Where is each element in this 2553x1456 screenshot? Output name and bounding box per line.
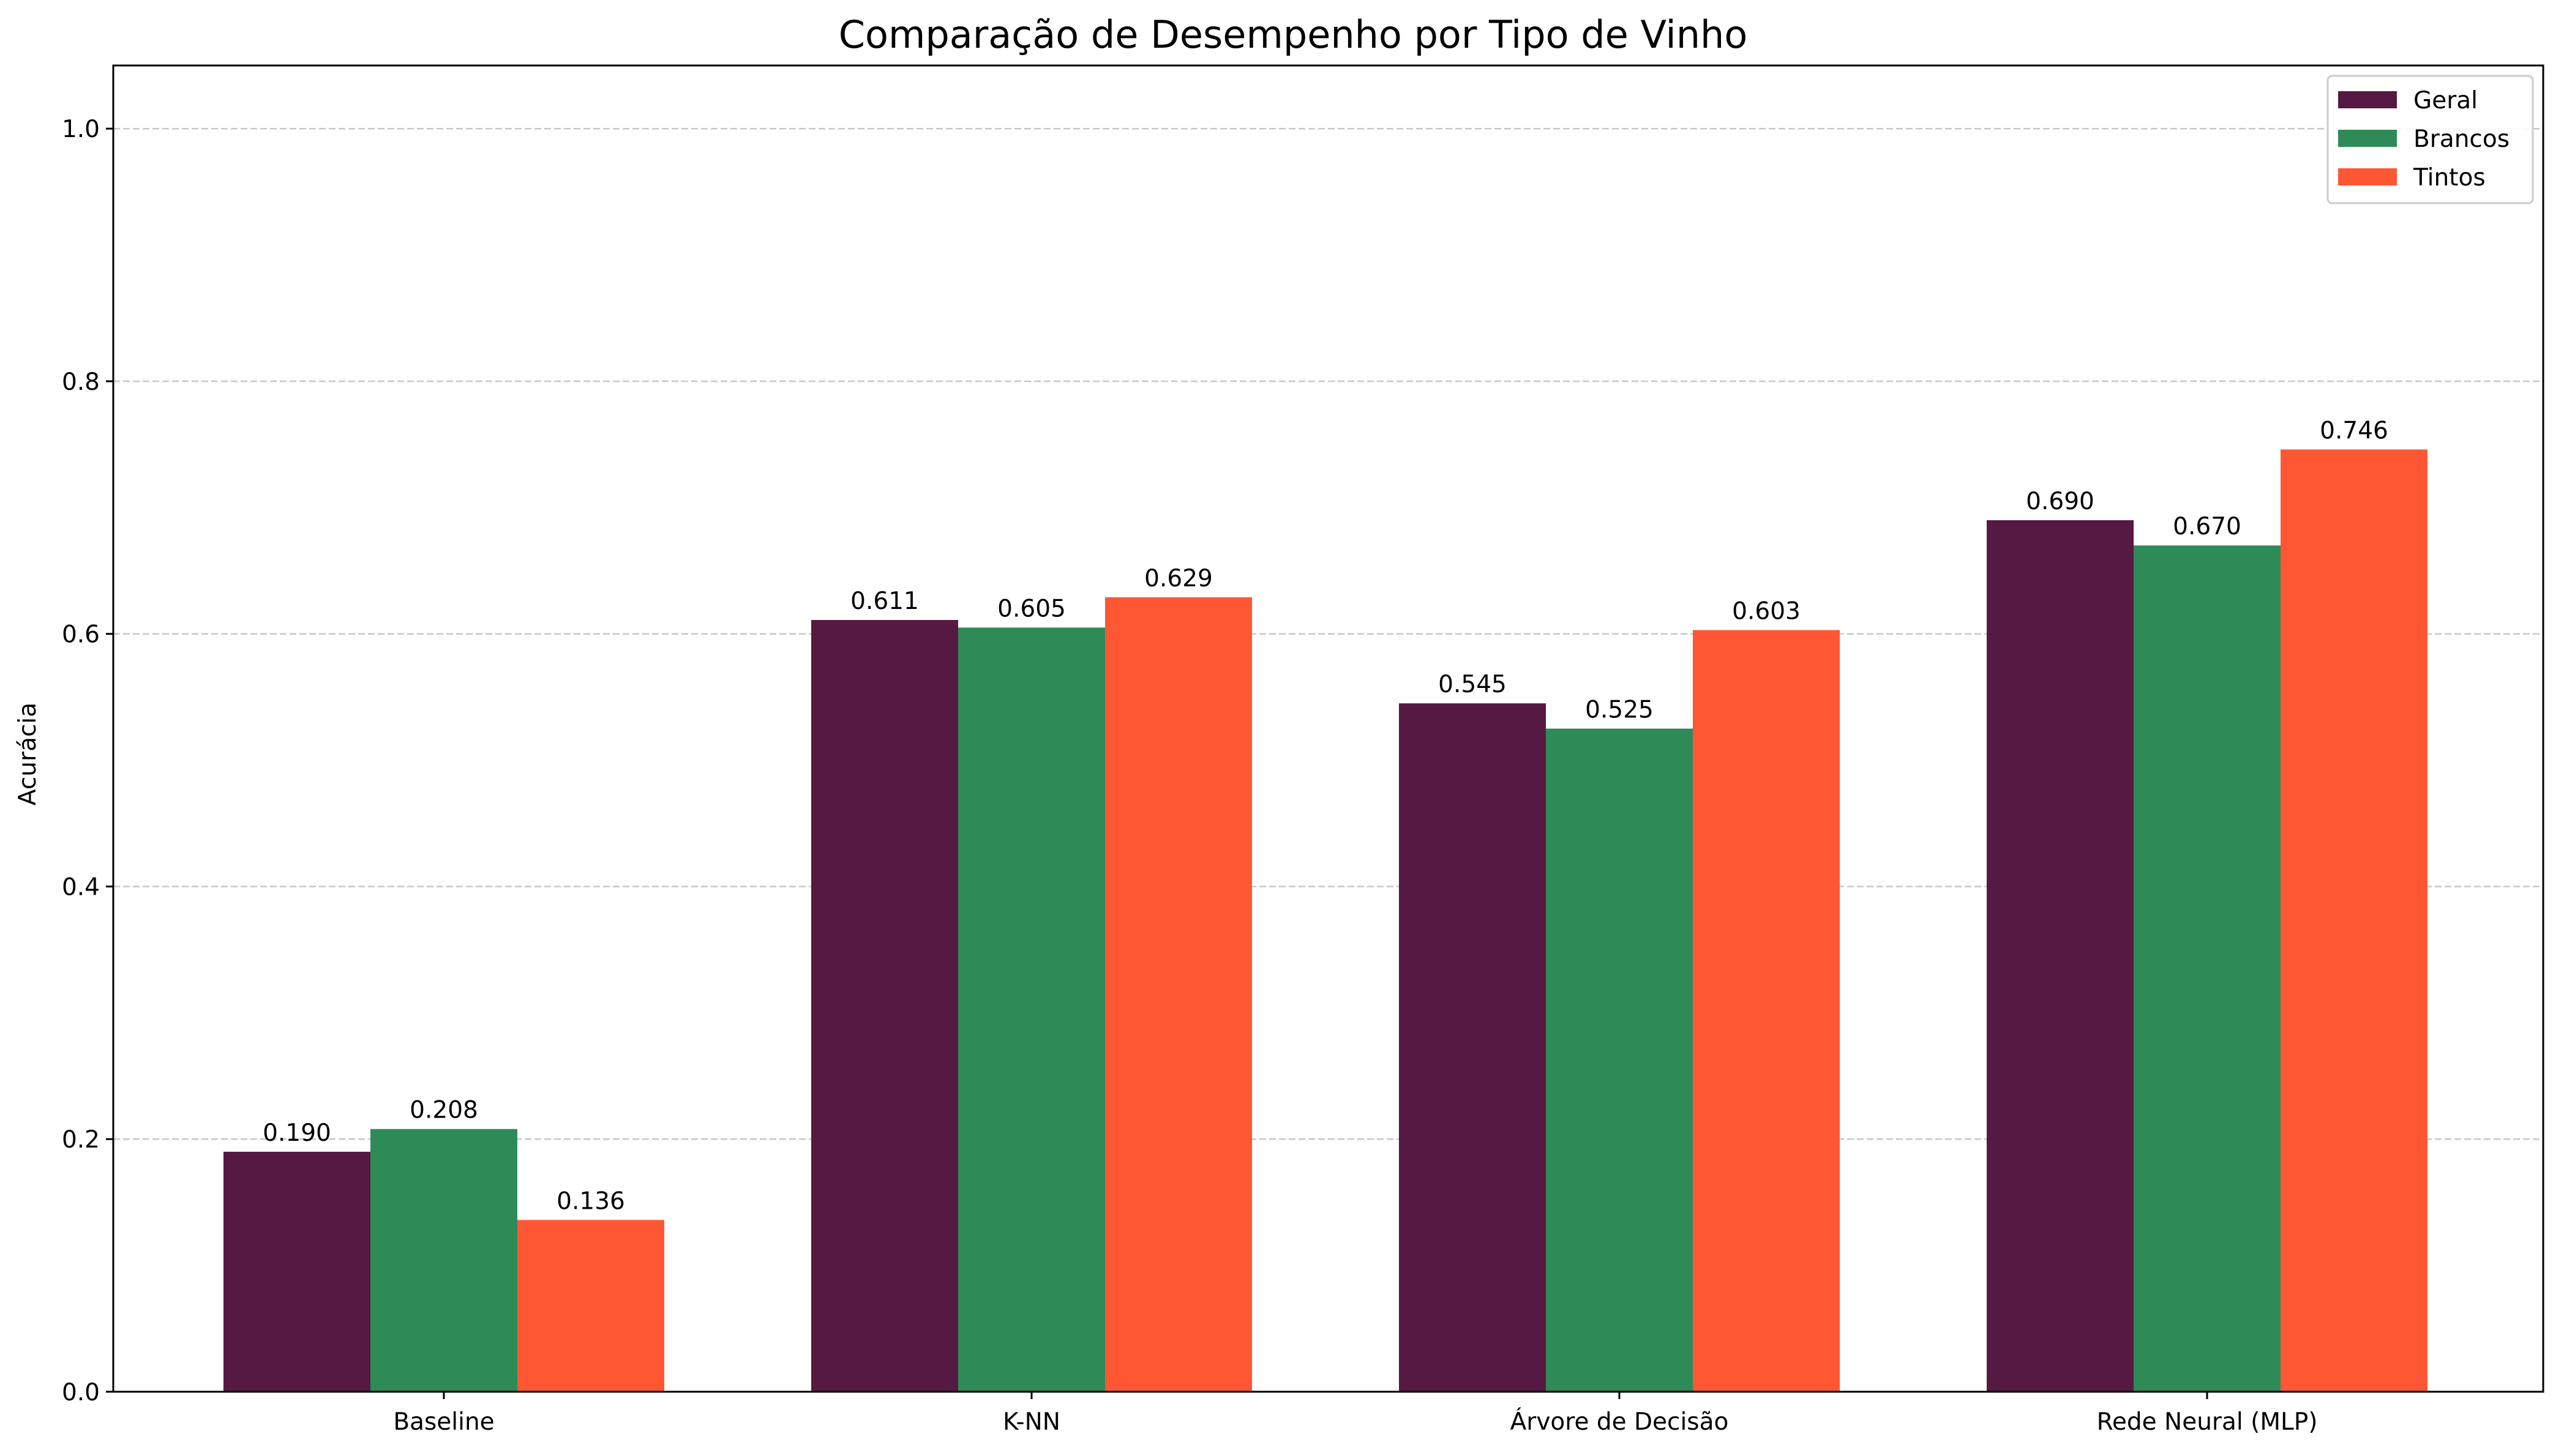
legend-label: Geral bbox=[2413, 87, 2478, 114]
value-label: 0.545 bbox=[1438, 671, 1507, 698]
gridlines bbox=[113, 127, 2543, 1140]
x-tick-label: Árvore de Decisão bbox=[1510, 1407, 1729, 1436]
bar-tintos bbox=[517, 1220, 664, 1392]
y-tick-label: 0.4 bbox=[62, 873, 100, 901]
bar-tintos bbox=[1105, 597, 1252, 1392]
legend: Geral Brancos Tintos bbox=[2326, 75, 2534, 204]
legend-swatch-tintos bbox=[2338, 168, 2397, 185]
legend-swatch-brancos bbox=[2338, 130, 2397, 147]
bar-brancos bbox=[2134, 545, 2281, 1392]
value-label: 0.603 bbox=[1732, 598, 1801, 625]
y-axis: 0.0 0.2 0.4 0.6 0.8 1.0 bbox=[62, 116, 113, 1406]
bar-geral bbox=[1987, 520, 2134, 1392]
bar-brancos bbox=[370, 1129, 517, 1392]
value-label: 0.605 bbox=[997, 595, 1066, 622]
value-label: 0.629 bbox=[1144, 565, 1213, 592]
y-axis-label: Acurácia bbox=[14, 703, 42, 805]
bar-brancos bbox=[1546, 728, 1693, 1392]
value-label: 0.136 bbox=[557, 1187, 625, 1215]
y-tick-label: 1.0 bbox=[62, 116, 100, 143]
value-label: 0.670 bbox=[2173, 513, 2241, 540]
bar-tintos bbox=[2281, 449, 2427, 1392]
y-tick-label: 0.0 bbox=[62, 1379, 100, 1406]
legend-label: Tintos bbox=[2413, 164, 2486, 192]
x-tick-label: K-NN bbox=[1003, 1408, 1060, 1436]
legend-label: Brancos bbox=[2413, 125, 2510, 153]
y-tick-label: 0.8 bbox=[62, 368, 100, 396]
x-axis: Baseline K-NN Árvore de Decisão Rede Neural… bbox=[393, 1392, 2317, 1436]
y-tick-label: 0.6 bbox=[62, 621, 100, 649]
legend-swatch-geral bbox=[2338, 91, 2397, 108]
chart-title: Comparação de Desempenho por Tipo de Vin… bbox=[839, 12, 1748, 57]
value-label: 0.208 bbox=[410, 1097, 478, 1124]
value-label: 0.746 bbox=[2320, 417, 2388, 444]
bar-tintos bbox=[1693, 630, 1840, 1392]
value-label: 0.611 bbox=[850, 588, 919, 615]
x-tick-label: Baseline bbox=[393, 1408, 494, 1436]
value-label: 0.690 bbox=[2026, 488, 2094, 515]
plot-frame bbox=[112, 64, 2544, 1393]
bar-geral bbox=[811, 620, 958, 1392]
bar-geral bbox=[1399, 703, 1546, 1392]
y-tick-label: 0.2 bbox=[62, 1126, 100, 1154]
value-labels: 0.190 0.611 0.545 0.690 0.208 0.605 0.525 0.670… bbox=[263, 417, 2388, 1215]
x-tick-label: Rede Neural (MLP) bbox=[2097, 1408, 2318, 1436]
bar-brancos bbox=[958, 627, 1105, 1392]
bar-geral bbox=[223, 1151, 370, 1392]
value-label: 0.190 bbox=[263, 1119, 331, 1147]
bars bbox=[223, 449, 2427, 1392]
value-label: 0.525 bbox=[1585, 696, 1654, 724]
